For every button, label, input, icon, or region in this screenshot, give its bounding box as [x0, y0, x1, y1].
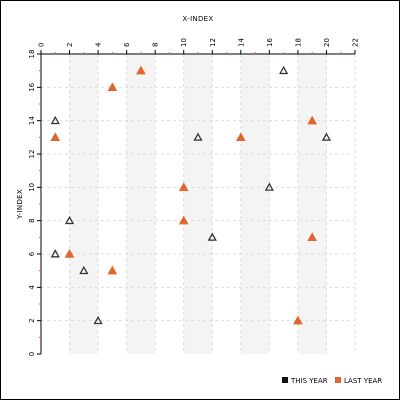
x-tick-label: 10 — [180, 38, 188, 47]
x-tick-label: 16 — [266, 38, 274, 47]
y-tick-label: 12 — [28, 150, 36, 159]
this-year-point — [50, 249, 60, 258]
y-tick-label: 4 — [28, 285, 36, 290]
x-tick-label: 6 — [123, 42, 131, 47]
background-band — [297, 54, 327, 354]
x-tick-label: 4 — [95, 42, 103, 47]
y-tick-label: 14 — [28, 116, 36, 125]
y-tick-label: 10 — [28, 183, 36, 192]
last-year-point — [64, 248, 75, 258]
y-tick-label: 8 — [28, 218, 36, 222]
x-tick-label: 14 — [237, 38, 245, 47]
data-points — [50, 65, 332, 325]
x-tick-label: 22 — [352, 38, 360, 47]
this-year-point — [193, 132, 203, 141]
y-ticks: 0 2 4 6 8 10 12 14 16 18 — [28, 50, 41, 356]
background-bands — [69, 54, 327, 354]
background-band — [183, 54, 213, 354]
x-tick-label: 18 — [294, 38, 302, 47]
this-year-point — [79, 265, 89, 275]
last-year-point — [107, 265, 118, 275]
x-tick-label: 0 — [38, 43, 46, 47]
legend-label-last-year: LAST YEAR — [344, 377, 382, 385]
y-tick-label: 18 — [28, 50, 36, 59]
background-band — [69, 54, 99, 354]
x-axis-title: X-INDEX — [183, 15, 214, 23]
x-tick-label: 8 — [152, 43, 160, 47]
last-year-point — [107, 82, 118, 92]
y-tick-label: 16 — [28, 82, 36, 91]
grid-lines — [41, 53, 356, 354]
this-year-point — [321, 132, 332, 141]
this-year-point — [279, 65, 289, 75]
this-year-point — [64, 215, 75, 225]
last-year-point — [235, 132, 246, 142]
y-tick-label: 0 — [28, 352, 36, 356]
last-year-point — [50, 132, 61, 142]
y-tick-label: 2 — [28, 318, 36, 322]
y-axis-title: Y-INDEX — [16, 189, 24, 220]
y-tick-label: 6 — [28, 251, 36, 256]
last-year-point — [307, 115, 318, 125]
legend-swatch-last-year — [335, 377, 341, 383]
last-year-point — [136, 65, 146, 75]
legend: THIS YEAR LAST YEAR — [282, 377, 382, 385]
background-band — [240, 54, 270, 354]
x-tick-label: 20 — [323, 38, 331, 47]
last-year-point — [178, 182, 189, 192]
background-band — [126, 54, 156, 354]
this-year-point — [93, 315, 103, 325]
x-ticks: 0 2 4 6 8 10 12 14 16 18 20 22 — [38, 38, 360, 54]
this-year-point — [264, 182, 274, 191]
last-year-point — [307, 232, 318, 242]
legend-label-this-year: THIS YEAR — [290, 377, 328, 385]
this-year-point — [207, 232, 217, 241]
last-year-point — [293, 315, 303, 325]
x-tick-label: 12 — [209, 38, 217, 47]
legend-swatch-this-year — [282, 377, 288, 383]
this-year-point — [50, 115, 60, 125]
x-tick-label: 2 — [66, 43, 74, 47]
last-year-point — [178, 215, 189, 225]
